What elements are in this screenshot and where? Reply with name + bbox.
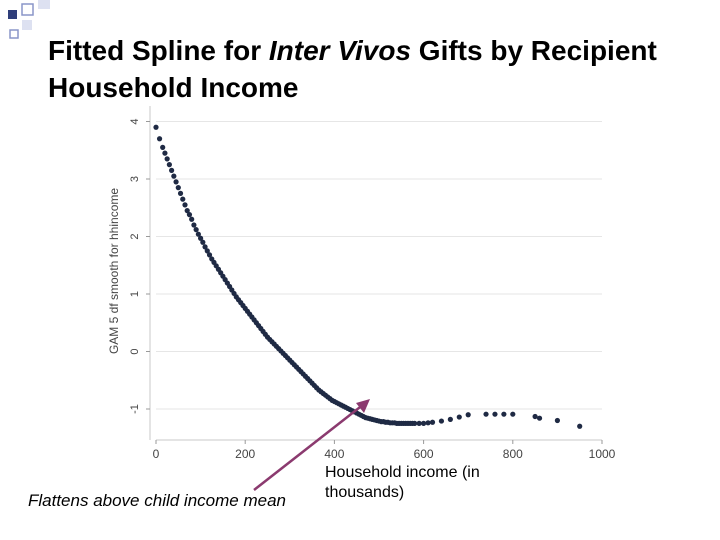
data-point	[175, 185, 181, 191]
data-point	[510, 411, 516, 417]
decorative-squares-icon	[8, 0, 50, 39]
data-point	[193, 227, 199, 233]
deco-square	[8, 10, 17, 19]
data-point	[173, 179, 179, 185]
data-point	[164, 156, 170, 162]
data-point	[206, 252, 213, 258]
data-point	[189, 216, 195, 222]
data-point	[182, 202, 188, 208]
deco-square	[38, 0, 50, 9]
data-point	[156, 136, 163, 142]
title-part-3: Gifts by Recipient Household Income	[48, 35, 657, 103]
chart-frame: -1 0 1 2 3 4 0 200 400 600 800 1000 GAM 5 df smooth …	[90, 100, 622, 488]
data-point	[162, 150, 168, 156]
data-point	[483, 411, 489, 417]
deco-square	[21, 3, 34, 16]
data-point	[501, 411, 507, 417]
data-point	[438, 418, 445, 424]
deco-square	[9, 29, 19, 39]
data-point	[202, 244, 208, 250]
deco-square	[22, 20, 32, 30]
data-point	[412, 420, 418, 426]
x-axis-label: Household income (in thousands)	[325, 464, 480, 501]
data-point	[204, 248, 210, 254]
data-point	[421, 420, 427, 426]
x-tick-label: 600	[414, 447, 434, 461]
x-tick-label: 200	[235, 447, 255, 461]
y-tick-label: 0	[129, 348, 141, 354]
annotation-text: Flattens above child income mean	[28, 491, 286, 510]
data-point	[577, 423, 583, 429]
data-point	[195, 231, 201, 237]
y-tick-label: 3	[129, 176, 141, 182]
y-tick-label: 2	[129, 233, 141, 239]
y-axis-label: GAM 5 df smooth for hhincome	[107, 188, 121, 354]
y-tick-label: -1	[129, 404, 141, 414]
data-point	[169, 167, 175, 173]
title-italic-part: Inter Vivos	[268, 35, 412, 66]
y-tick-label: 4	[129, 118, 141, 124]
data-point	[447, 416, 453, 422]
data-point	[554, 417, 560, 424]
x-tick-label: 800	[503, 447, 523, 461]
data-point	[198, 235, 204, 241]
data-point	[153, 124, 159, 130]
data-point	[171, 173, 177, 179]
x-tick-label: 0	[153, 447, 160, 461]
data-point	[429, 419, 436, 425]
data-point	[425, 420, 431, 426]
data-point	[184, 208, 190, 214]
data-point	[456, 414, 462, 420]
data-point	[536, 415, 543, 421]
data-point	[465, 412, 471, 418]
data-point	[166, 162, 172, 168]
y-tick-label: 1	[129, 291, 141, 297]
scatter-chart: -1 0 1 2 3 4 0 200 400 600 800 1000 GAM 5 df smooth …	[107, 106, 616, 461]
data-point	[532, 413, 538, 420]
data-point	[416, 420, 422, 426]
slide-title: Fitted Spline for Inter Vivos Gifts by R…	[48, 32, 668, 106]
data-point	[492, 411, 498, 417]
data-point	[160, 144, 166, 150]
data-point	[200, 239, 206, 245]
x-tick-label: 1000	[589, 447, 616, 461]
x-tick-label: 400	[324, 447, 344, 461]
data-point	[186, 212, 193, 218]
data-point	[177, 190, 184, 196]
data-point	[191, 222, 197, 228]
title-part-1: Fitted Spline for	[48, 35, 269, 66]
data-point	[180, 196, 186, 202]
